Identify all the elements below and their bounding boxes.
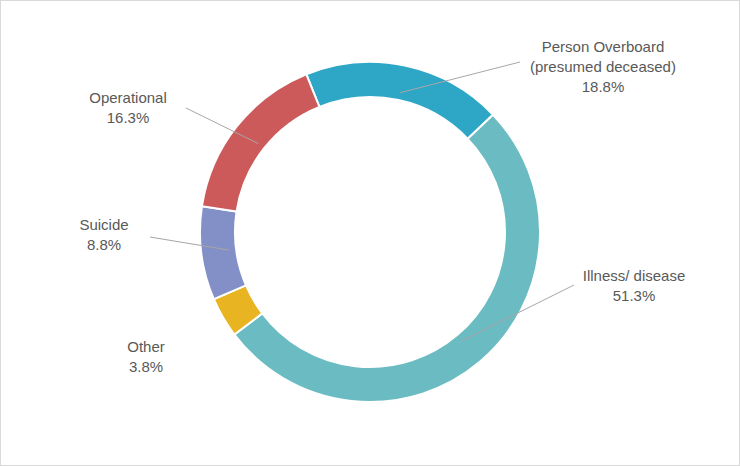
category-label-line: Person Overboard — [542, 38, 665, 55]
leader-line — [400, 62, 520, 93]
category-label: Operational — [89, 89, 167, 106]
chart: Person Overboard (presumed deceased) 18.8%… — [0, 0, 740, 466]
value-label: 51.3% — [613, 287, 656, 304]
category-label-line: Other — [127, 338, 165, 355]
leader-line — [150, 237, 229, 250]
frame — [1, 1, 740, 466]
category-label: Person Overboard (presumed deceased) — [530, 38, 676, 75]
category-label-line: Operational — [89, 89, 167, 106]
leader-line — [186, 108, 258, 144]
category-label-line: Illness/ disease — [583, 267, 686, 284]
value-label: 8.8% — [87, 236, 121, 253]
slices — [200, 62, 540, 402]
category-label: Illness/ disease — [583, 267, 686, 284]
labels: Person Overboard (presumed deceased) 18.8%… — [79, 38, 685, 375]
category-label-line: Suicide — [79, 216, 128, 233]
value-label: 3.8% — [129, 358, 163, 375]
value-label: 16.3% — [107, 109, 150, 126]
slice — [200, 206, 246, 299]
value-label: 18.8% — [582, 78, 625, 95]
slice — [202, 74, 319, 211]
category-label: Suicide — [79, 216, 128, 233]
category-label-line: (presumed deceased) — [530, 58, 676, 75]
leader-line — [462, 285, 574, 341]
slice — [306, 62, 493, 139]
category-label: Other — [127, 338, 165, 355]
slice — [234, 115, 540, 402]
